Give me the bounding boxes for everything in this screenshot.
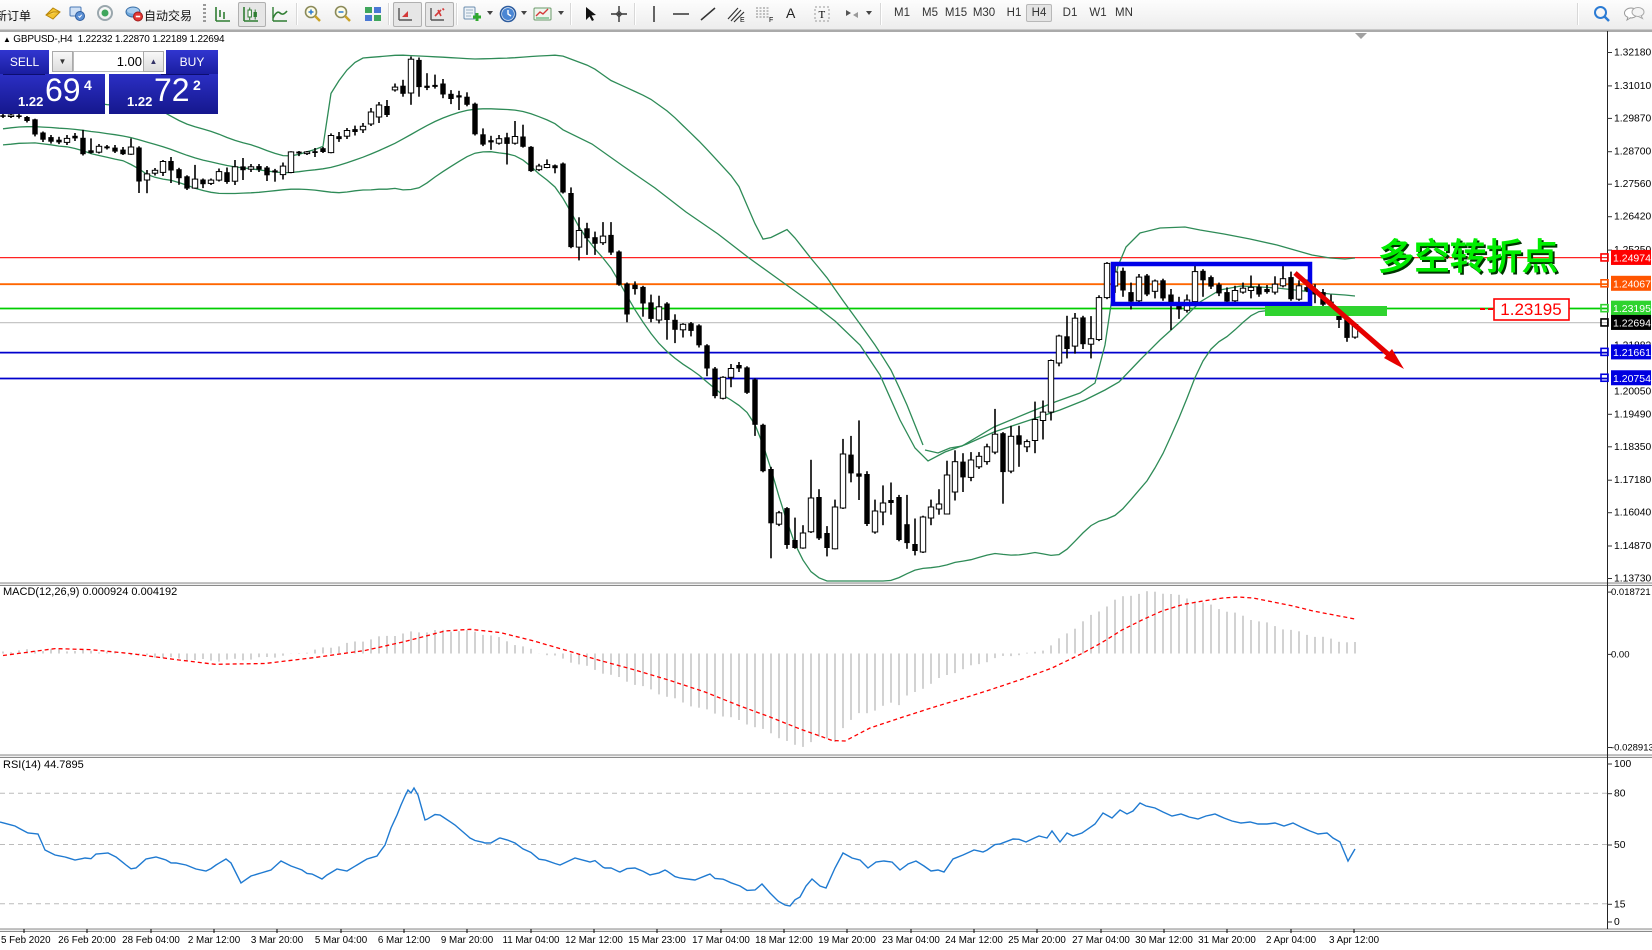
svg-text:27 Mar 04:00: 27 Mar 04:00 [1072,935,1130,946]
svg-text:MACD(12,26,9) 0.000924 0.00419: MACD(12,26,9) 0.000924 0.004192 [3,586,177,598]
svg-text:RSI(14) 44.7895: RSI(14) 44.7895 [3,759,84,771]
svg-text:25 Mar 20:00: 25 Mar 20:00 [1008,935,1066,946]
svg-text:6 Mar 12:00: 6 Mar 12:00 [378,935,431,946]
svg-text:1.20754: 1.20754 [1613,373,1651,385]
svg-text:0.018721: 0.018721 [1611,587,1651,598]
svg-text:0.00: 0.00 [1611,649,1630,660]
svg-text:5 Feb 2020: 5 Feb 2020 [1,935,51,946]
svg-text:1.28700: 1.28700 [1614,147,1651,158]
svg-text:50: 50 [1614,840,1626,851]
svg-text:1.24974: 1.24974 [1613,252,1651,264]
svg-text:3 Apr 12:00: 3 Apr 12:00 [1329,935,1380,946]
svg-text:1.21661: 1.21661 [1613,347,1651,359]
svg-text:1.19490: 1.19490 [1614,409,1651,420]
svg-text:2 Mar 12:00: 2 Mar 12:00 [188,935,241,946]
svg-text:1.29870: 1.29870 [1614,113,1651,124]
svg-text:2 Apr 04:00: 2 Apr 04:00 [1266,935,1317,946]
svg-text:1.13730: 1.13730 [1614,574,1651,585]
svg-text:26 Feb 20:00: 26 Feb 20:00 [58,935,116,946]
svg-text:1.22694: 1.22694 [1613,317,1651,329]
svg-text:24 Mar 12:00: 24 Mar 12:00 [945,935,1003,946]
svg-text:23 Mar 04:00: 23 Mar 04:00 [882,935,940,946]
svg-text:1.16040: 1.16040 [1614,508,1651,519]
svg-text:多空转折点: 多空转折点 [1378,236,1558,277]
svg-text:F: F [769,17,773,24]
svg-text:1.18350: 1.18350 [1614,442,1651,453]
svg-text:15 Mar 23:00: 15 Mar 23:00 [628,935,686,946]
svg-text:1.14870: 1.14870 [1614,541,1651,552]
svg-text:1.20050: 1.20050 [1614,387,1651,398]
svg-text:19 Mar 20:00: 19 Mar 20:00 [818,935,876,946]
svg-text:T: T [819,9,826,21]
svg-text:28 Feb 04:00: 28 Feb 04:00 [122,935,180,946]
svg-text:1.31010: 1.31010 [1614,81,1651,92]
svg-text:100: 100 [1614,759,1631,770]
svg-text:1.17180: 1.17180 [1614,475,1651,486]
svg-text:31 Mar 20:00: 31 Mar 20:00 [1198,935,1256,946]
svg-text:E: E [740,17,745,24]
svg-text:15: 15 [1614,899,1626,910]
svg-text:5 Mar 04:00: 5 Mar 04:00 [315,935,368,946]
svg-text:1.32180: 1.32180 [1614,48,1651,59]
svg-text:-0.028913: -0.028913 [1611,743,1652,754]
svg-text:9 Mar 20:00: 9 Mar 20:00 [441,935,494,946]
svg-text:1.23195: 1.23195 [1613,303,1651,315]
svg-text:1.24067: 1.24067 [1613,278,1651,290]
svg-text:18 Mar 12:00: 18 Mar 12:00 [755,935,813,946]
svg-text:3 Mar 20:00: 3 Mar 20:00 [251,935,304,946]
svg-text:1.26420: 1.26420 [1614,212,1651,223]
svg-text:80: 80 [1614,789,1626,800]
svg-text:17 Mar 04:00: 17 Mar 04:00 [692,935,750,946]
svg-text:1.27560: 1.27560 [1614,179,1651,190]
svg-text:1.23195: 1.23195 [1500,300,1561,319]
svg-text:30 Mar 12:00: 30 Mar 12:00 [1135,935,1193,946]
svg-text:11 Mar 04:00: 11 Mar 04:00 [502,935,560,946]
svg-text:0: 0 [1614,917,1620,928]
svg-text:12 Mar 12:00: 12 Mar 12:00 [565,935,623,946]
